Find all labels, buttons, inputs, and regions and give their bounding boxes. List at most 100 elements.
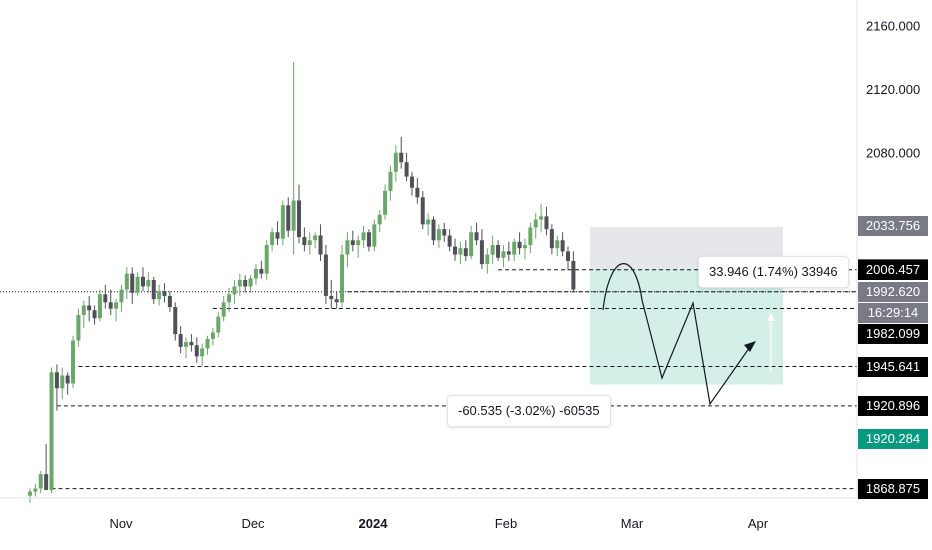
candle-33 [205,335,210,355]
candle-1 [33,483,38,497]
candle-14 [103,284,108,309]
candle-32 [200,343,205,366]
candle-body [210,332,215,339]
candle-69 [399,136,404,169]
candlestick-series [28,62,576,503]
candle-77 [442,222,447,242]
price-tag-8: 1920.284 [858,429,928,450]
candle-76 [436,224,441,249]
candle-body [108,302,113,309]
candle-body [436,229,441,241]
candle-100 [566,246,570,271]
candle-6 [60,367,65,400]
candle-body [393,152,398,172]
candle-body [270,232,275,246]
candle-body [415,187,420,198]
candle-body [173,307,178,335]
candle-43 [259,260,264,279]
x-label-5: Apr [748,516,769,531]
x-label-1: Dec [241,516,265,531]
candle-body [119,289,124,303]
candle-body [506,251,511,255]
candle-34 [210,327,215,346]
y-tick-1: 2120.000 [866,82,920,97]
candle-body [243,280,248,287]
candle-body [157,291,162,300]
candle-53 [313,232,318,249]
candle-body [44,474,49,491]
candle-body [485,254,490,265]
candle-body [383,190,388,215]
candle-body [297,200,301,238]
projection-arrowhead [744,341,756,352]
candle-20 [135,272,140,296]
candle-body [291,200,296,231]
price-tag-9: 1868.875 [858,478,928,499]
candle-body [167,295,172,308]
candle-13 [97,289,102,322]
candle-body [313,235,318,241]
candle-body [458,248,463,255]
candle-74 [426,213,431,236]
candle-body [399,152,404,163]
price-tag-5: 1982.099 [858,324,928,345]
candle-body [302,237,307,246]
candle-body [469,232,474,257]
candle-body [522,245,527,249]
y-tick-0: 2160.000 [866,18,920,33]
candle-body [463,248,468,257]
candle-body [76,315,81,341]
candle-body [194,345,199,357]
candle-body [264,245,269,274]
candle-91 [517,232,522,255]
candle-body [431,219,436,241]
candle-body [146,280,151,287]
price-tag-0: 2033.756 [858,216,928,237]
candle-body [280,205,285,239]
candle-64 [372,219,377,252]
candle-86 [490,235,495,265]
candle-body [253,268,258,279]
candle-body [447,235,452,247]
candle-99 [560,232,565,257]
candle-body [178,334,183,347]
candle-body [539,216,544,220]
candle-body [501,251,506,258]
candle-27 [173,302,178,341]
candle-body [189,342,194,346]
price-tag-7: 1920.896 [858,395,928,416]
candle-49 [291,62,296,255]
candle-body [54,372,59,389]
candle-50 [297,184,301,244]
candle-body [345,240,350,255]
candle-52 [307,232,312,255]
candle-body [221,302,226,317]
candle-body [227,294,232,303]
candle-body [232,286,237,295]
x-label-0: Nov [109,516,133,531]
candle-45 [270,227,275,252]
projection-arc [602,263,643,311]
y-axis-ticks: 2160.000 2120.000 2080.000 [866,18,920,160]
candle-21 [140,267,145,292]
candle-4 [49,367,54,494]
x-label-4: Mar [621,516,644,531]
candle-75 [431,216,436,246]
candle-85 [485,248,490,274]
candle-97 [549,224,554,255]
candle-body [65,375,70,384]
candle-78 [447,229,452,252]
candle-25 [162,283,167,303]
candle-60 [350,230,355,252]
candle-body [409,176,414,188]
candle-body [318,235,323,255]
candle-48 [286,197,291,238]
profit-label: 33.946 (1.74%) 33946 [698,256,849,288]
candle-body [496,245,501,258]
candle-84 [479,229,484,269]
candle-8 [71,335,76,389]
y-tick-2: 2080.000 [866,146,920,161]
candle-body [479,240,484,265]
candle-23 [151,276,156,304]
